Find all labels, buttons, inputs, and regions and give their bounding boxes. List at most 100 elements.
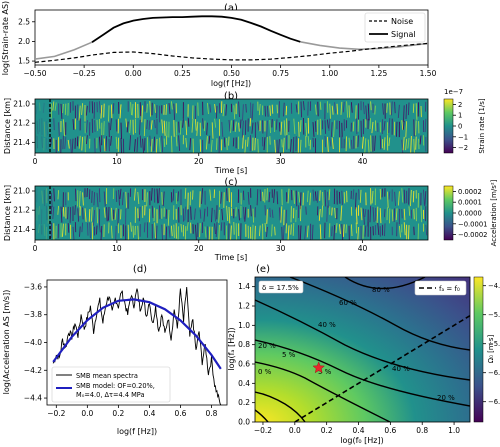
panel-c-trace [290,224,292,235]
panel-c-trace [242,206,245,220]
panel-c-trace [408,206,411,216]
panel-b-trace [222,103,225,117]
panel-e-cbtick-label: −5.0 [488,311,500,319]
panel-e-ytick-label: 0.2 [238,398,250,407]
panel-c-trace [67,206,69,220]
panel-b-trace [401,120,404,131]
panel-c-trace [321,205,324,218]
panel-b-trace [216,138,218,150]
panel-c-xtick-label: 30 [276,244,286,253]
panel-c-trace [341,190,343,205]
panel-b-trace [50,137,52,146]
panel-b-trace [257,121,260,131]
panel-e-cbtick-label: −5.5 [488,340,500,348]
panel-c-trace [96,192,99,207]
panel-b-trace [103,138,106,152]
panel-b-trace [319,118,322,136]
panel-c-trace [377,223,380,235]
panel-b-trace [150,138,153,152]
panel-b-trace [179,120,182,135]
panel-b-trace [54,102,57,111]
panel-c-cbtick-label: −0.0001 [458,220,487,228]
panel-c-trace [383,209,386,218]
panel-b-trace [361,136,364,149]
panel-b-trace [355,105,357,120]
panel-b-trace [314,104,317,115]
panel-b-trace [241,120,244,138]
panel-c-trace [364,225,367,237]
panel-b-trace [402,120,405,130]
panel-c-trace [319,224,322,240]
panel-b-trace [305,122,308,137]
panel-b-trace [142,138,144,154]
panel-d-ytick-label: −4.2 [24,366,42,375]
panel-b-trace [336,103,339,115]
panel-b-ytick-label: 21.2 [13,119,30,128]
panel-b-trace [70,139,72,154]
panel-c-trace [214,209,217,222]
panel-b-trace [271,104,274,114]
panel-b-cbtick-label: 1 [458,112,462,120]
panel-c-trace [89,222,91,239]
panel-b-trace [139,135,142,148]
panel-c-trace [137,191,140,205]
panel-c-trace [316,191,319,203]
panel-c-trace [305,206,307,215]
panel-b-trace [264,105,266,117]
panel-c-trace [290,189,293,201]
panel-c-trace [115,225,117,241]
panel-c-trace [422,189,425,205]
panel-b-trace [158,137,161,153]
panel-c-trace [242,190,245,201]
panel-b-trace [230,120,232,133]
panel-d-xtick-label: 0.8 [206,409,218,418]
panel-c-trace [184,188,187,199]
panel-a-xtick-label: 0.50 [223,69,240,78]
panel-c-trace [359,189,362,203]
panel-c-trace [342,224,345,237]
panel-b-trace [163,138,166,148]
panel-c-trace [403,189,406,204]
panel-b-ytick-label: 21.4 [13,138,30,147]
panel-b-trace [115,136,118,149]
panel-b-trace [292,136,295,154]
panel-c-trace [84,208,87,222]
panel-b-trace [58,122,60,136]
panel-e: (e) 80 % 60 % 40 % 40 % 20 % 5 % 5 % 0 %… [227,264,500,445]
panel-b-trace [415,103,418,120]
panel-b-trace [388,137,391,146]
panel-b-trace [78,105,81,121]
panel-c-trace [175,192,178,205]
panel-b-trace [67,139,70,149]
panel-b-trace [150,120,153,130]
panel-c-trace [190,206,192,220]
panel-b-trace [210,139,213,152]
panel-e-contours [255,277,470,422]
panel-c-trace [112,188,115,200]
panel-c-letter: (c) [224,177,237,188]
panel-b-ylabel: Distance [km] [3,98,12,154]
panel-c-trace [413,208,415,220]
panel-e-letter: (e) [256,264,270,275]
panel-b-trace [149,135,152,147]
panel-c-trace [192,190,194,200]
panel-e-delta-box: δ = 17.5% [258,280,304,294]
panel-c-trace [408,225,410,240]
panel-c-trace [110,225,113,239]
panel-b-trace [312,137,315,148]
panel-b-trace [379,135,382,150]
panel-b-trace [283,102,285,117]
panel-c-trace [96,225,98,235]
panel-c-trace [355,207,358,225]
panel-b-trace [312,122,315,137]
panel-c-trace [165,226,168,241]
panel-c-trace [274,226,276,236]
panel-c-trace [394,191,396,206]
panel-e-contour-labels: 80 % 60 % 40 % 40 % 20 % 5 % 5 % 0 % 20 … [258,286,455,402]
panel-e-ytick-label: 1.0 [238,321,250,330]
panel-b-trace [189,138,192,151]
panel-b-xtick-label: 10 [112,157,122,166]
panel-b-cbtick-label: 0 [458,123,462,131]
panel-b-trace [149,100,152,117]
